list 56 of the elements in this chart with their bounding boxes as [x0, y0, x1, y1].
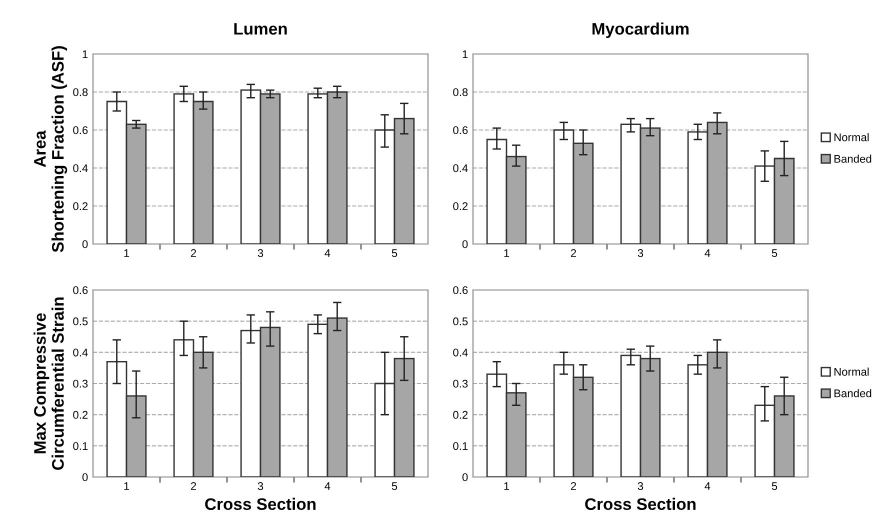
x-axis-title: Cross Section — [585, 498, 696, 510]
x-tick-label: 5 — [392, 249, 398, 258]
y-tick-label: 0.4 — [73, 348, 88, 356]
chart-title: Lumen — [234, 23, 287, 35]
x-tick-label: 1 — [124, 249, 130, 257]
y-tick-label: 1 — [82, 50, 88, 58]
y-axis-title: Max Compressive Circumferential Strain — [34, 297, 64, 470]
y-tick-label: 0 — [462, 473, 468, 482]
y-tick-label: 0.5 — [453, 317, 468, 326]
y-tick-label: 0.8 — [73, 88, 88, 96]
y-tick-label: 0.2 — [73, 202, 88, 210]
y-tick-label: 0.6 — [73, 286, 88, 294]
y-tick-label: 0.4 — [73, 164, 88, 172]
y-tick-label: 0.6 — [453, 126, 468, 134]
y-tick-label: 0.5 — [73, 317, 88, 326]
legend-label: Normal — [834, 133, 869, 142]
x-tick-label: 3 — [258, 249, 264, 258]
x-tick-label: 2 — [570, 249, 576, 257]
y-tick-label: 0.3 — [453, 380, 468, 388]
y-tick-label: 0 — [82, 473, 88, 482]
x-tick-label: 4 — [324, 482, 330, 490]
y-tick-label: 0.2 — [453, 202, 468, 210]
y-tick-label: 0.2 — [453, 410, 468, 419]
x-tick-label: 2 — [190, 249, 196, 257]
x-tick-label: 1 — [504, 482, 510, 490]
legend-label: Normal — [834, 368, 869, 376]
legend-label: Banded — [834, 389, 872, 398]
y-tick-label: 0.3 — [73, 380, 88, 388]
y-tick-label: 0 — [462, 240, 468, 248]
y-tick-label: 0.2 — [73, 410, 88, 419]
x-tick-label: 5 — [392, 482, 398, 490]
y-tick-label: 1 — [462, 50, 468, 58]
y-tick-label: 0.1 — [453, 442, 468, 450]
y-tick-label: 0.6 — [453, 286, 468, 294]
x-tick-label: 2 — [570, 482, 576, 490]
y-tick-label: 0.4 — [453, 348, 468, 356]
y-tick-label: 0 — [82, 240, 88, 248]
y-tick-label: 0.1 — [73, 442, 88, 450]
x-tick-label: 4 — [704, 482, 710, 490]
x-tick-label: 3 — [258, 482, 264, 490]
x-tick-label: 5 — [772, 249, 778, 258]
y-tick-label: 0.6 — [73, 126, 88, 134]
x-axis-title: Cross Section — [205, 498, 316, 510]
x-tick-label: 3 — [638, 482, 644, 490]
y-axis-title: Area Shortening Fraction (ASF) — [34, 46, 68, 252]
x-tick-label: 1 — [504, 249, 510, 257]
x-tick-label: 4 — [704, 249, 710, 257]
x-tick-label: 3 — [638, 249, 644, 258]
x-tick-label: 4 — [324, 249, 330, 257]
x-tick-label: 5 — [772, 482, 778, 490]
chart-title: Myocardium — [592, 22, 689, 38]
y-tick-label: 0.4 — [453, 164, 468, 172]
y-tick-label: 0.8 — [453, 88, 468, 96]
x-tick-label: 2 — [190, 482, 196, 490]
x-tick-label: 1 — [124, 482, 130, 490]
legend-label: Banded — [834, 154, 872, 163]
